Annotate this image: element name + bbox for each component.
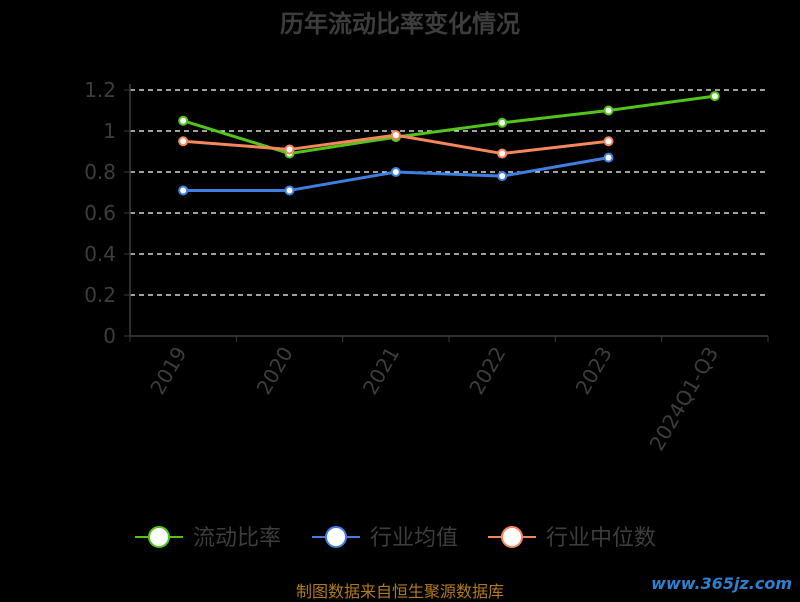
y-axis-ticks: 0 0.2 0.4 0.6 0.8 1 1.2 (84, 78, 130, 348)
y-tick-label: 0.2 (84, 283, 116, 307)
axes (129, 84, 768, 337)
data-point (497, 171, 508, 182)
watermark: www.365jz.com (651, 574, 792, 593)
legend-swatch-marker (325, 526, 347, 548)
y-tick-label: 0.6 (84, 201, 116, 225)
data-point (603, 136, 614, 147)
x-tick-label: 2019 (145, 343, 191, 399)
y-tick-label: 0.8 (84, 160, 116, 184)
chart-title: 历年流动比率变化情况 (280, 10, 520, 38)
y-tick-label: 0 (103, 324, 116, 348)
data-point (284, 144, 295, 155)
legend-swatch-marker (501, 526, 523, 548)
legend-swatch-marker (148, 526, 170, 548)
data-point (709, 91, 720, 102)
y-tick-label: 1.2 (84, 78, 116, 102)
legend-item: 行业中位数 (488, 526, 656, 551)
x-tick-label: 2024Q1-Q3 (644, 343, 723, 455)
data-point (390, 130, 401, 141)
x-tick-label: 2023 (571, 343, 617, 399)
x-tick-label: 2020 (252, 343, 298, 399)
legend-item: 流动比率 (135, 526, 281, 551)
legend-label: 行业中位数 (546, 526, 656, 551)
y-tick-label: 1 (103, 119, 116, 143)
data-point (603, 105, 614, 116)
legend-label: 行业均值 (370, 526, 458, 551)
data-point (178, 136, 189, 147)
legend-label: 流动比率 (193, 526, 281, 551)
series-行业均值 (178, 152, 614, 196)
data-point (284, 185, 295, 196)
x-tick-label: 2021 (358, 343, 404, 399)
x-tick-label: 2022 (464, 342, 510, 398)
series-group (178, 91, 720, 196)
data-point (390, 167, 401, 177)
data-point (178, 185, 189, 196)
legend: 流动比率 行业均值 行业中位数 (135, 526, 656, 551)
data-source-note: 制图数据来自恒生聚源数据库 (295, 582, 504, 601)
y-tick-label: 0.4 (84, 242, 116, 266)
grid-lines (130, 89, 768, 296)
data-point (178, 115, 189, 126)
legend-item: 行业均值 (312, 526, 458, 551)
data-point (603, 152, 614, 163)
data-point (497, 148, 508, 159)
series-行业中位数 (178, 130, 614, 159)
data-point (497, 117, 508, 128)
x-axis-ticks: 2019 2020 2021 2022 2023 2024Q1-Q3 (129, 336, 769, 455)
